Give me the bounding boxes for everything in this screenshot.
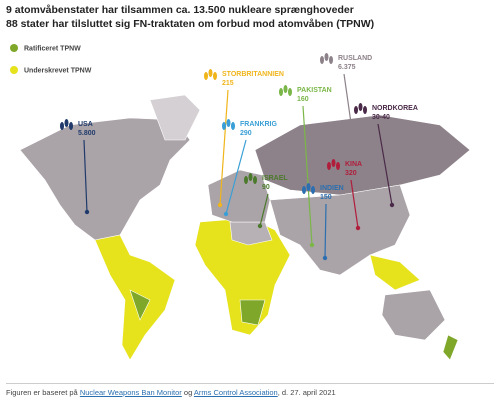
bomb-icon — [336, 162, 340, 170]
greenland — [149, 94, 201, 141]
target-dot — [322, 255, 328, 261]
footer: Figuren er baseret på Nuclear Weapons Ba… — [6, 388, 336, 397]
state-name: FRANKRIG — [240, 121, 277, 128]
bomb-icon — [331, 159, 336, 167]
target-dot — [257, 223, 263, 229]
footer-text: og — [183, 388, 193, 397]
state-name: RUSLAND — [338, 55, 372, 62]
pointer-line — [259, 193, 269, 227]
bomb-icon — [354, 106, 358, 114]
warhead-count: 160 — [297, 96, 309, 103]
pointer-line — [83, 139, 88, 213]
bomb-icon — [324, 53, 329, 61]
australia — [381, 289, 446, 341]
target-dot — [389, 202, 395, 208]
ratified-africa — [239, 299, 266, 326]
pointer-line — [219, 89, 229, 206]
state-name: NORDKOREA — [372, 105, 418, 112]
target-dot — [355, 225, 361, 231]
bomb-icon — [244, 176, 248, 184]
state-name: STORBRITANNIEN — [222, 71, 284, 78]
bomb-icon — [64, 119, 69, 127]
bomb-icon — [248, 173, 253, 181]
north-america — [19, 117, 191, 241]
bomb-icon — [60, 122, 64, 130]
state-name: PAKISTAN — [297, 87, 332, 94]
warhead-count: 5.800 — [78, 130, 96, 137]
europe — [207, 169, 271, 223]
target-dot — [309, 242, 315, 248]
bomb-icon — [213, 72, 217, 80]
pointer-line — [302, 105, 313, 246]
africa — [194, 217, 291, 336]
pointer-line — [225, 139, 247, 215]
map: Ratificeret TPNW Underskrevet TPNW USA 5.80… — [10, 44, 471, 361]
pointer-line — [350, 179, 359, 229]
bomb-icon — [231, 122, 235, 130]
bomb-icon — [204, 72, 208, 80]
north-africa — [229, 221, 273, 246]
state-name: USA — [78, 121, 93, 128]
warhead-count: 6.375 — [338, 64, 356, 71]
title: 9 atomvåbenstater har tilsammen ca. 13.5… — [6, 4, 354, 16]
bomb-icon — [283, 85, 288, 93]
divider — [6, 383, 494, 384]
target-dot — [223, 211, 229, 217]
bomb-icon — [253, 176, 257, 184]
ratified-south-america — [129, 289, 151, 321]
target-dot — [349, 127, 355, 133]
pointer-line — [377, 123, 393, 206]
warhead-count: 290 — [240, 130, 252, 137]
new-zealand — [442, 334, 459, 361]
warhead-count: 320 — [345, 170, 357, 177]
bomb-icon — [288, 88, 292, 96]
subtitle: 88 stater har tilsluttet sig FN-traktate… — [6, 18, 375, 30]
bomb-icon — [311, 186, 315, 194]
legend-label: Underskrevet TPNW — [24, 68, 92, 75]
legend-dot — [10, 44, 18, 52]
land — [19, 94, 471, 361]
legend-dot — [10, 66, 18, 74]
warhead-count: 90 — [262, 184, 270, 191]
state-name: KINA — [345, 161, 362, 168]
target-dot — [84, 209, 90, 215]
state-name: INDIEN — [320, 185, 344, 192]
bomb-icon — [302, 186, 306, 194]
target-dot — [217, 202, 223, 208]
bomb-icon — [306, 183, 311, 191]
bomb-icon — [320, 56, 324, 64]
bomb-icon — [327, 162, 331, 170]
bomb-icon — [208, 69, 213, 77]
pointer-line — [324, 203, 327, 259]
state-name: ISRAEL — [262, 175, 288, 182]
bomb-icon — [329, 56, 333, 64]
warhead-count: 30-40 — [372, 114, 390, 121]
warhead-count: 215 — [222, 80, 234, 87]
footer-text: Figuren er baseret på — [6, 388, 78, 397]
footer-text: , d. 27. april 2021 — [277, 388, 336, 397]
bomb-icon — [279, 88, 283, 96]
russia — [254, 114, 471, 196]
source-link[interactable]: Arms Control Association — [193, 388, 278, 397]
southeast-asia — [369, 254, 421, 291]
source-link[interactable]: Nuclear Weapons Ban Monitor — [79, 388, 182, 397]
pointer-line — [343, 73, 353, 131]
legend-label: Ratificeret TPNW — [24, 46, 81, 53]
bomb-icon — [226, 119, 231, 127]
warhead-count: 150 — [320, 194, 332, 201]
bomb-icon — [222, 122, 226, 130]
bomb-icon — [69, 122, 73, 130]
bomb-icon — [358, 103, 363, 111]
bomb-icon — [363, 106, 367, 114]
